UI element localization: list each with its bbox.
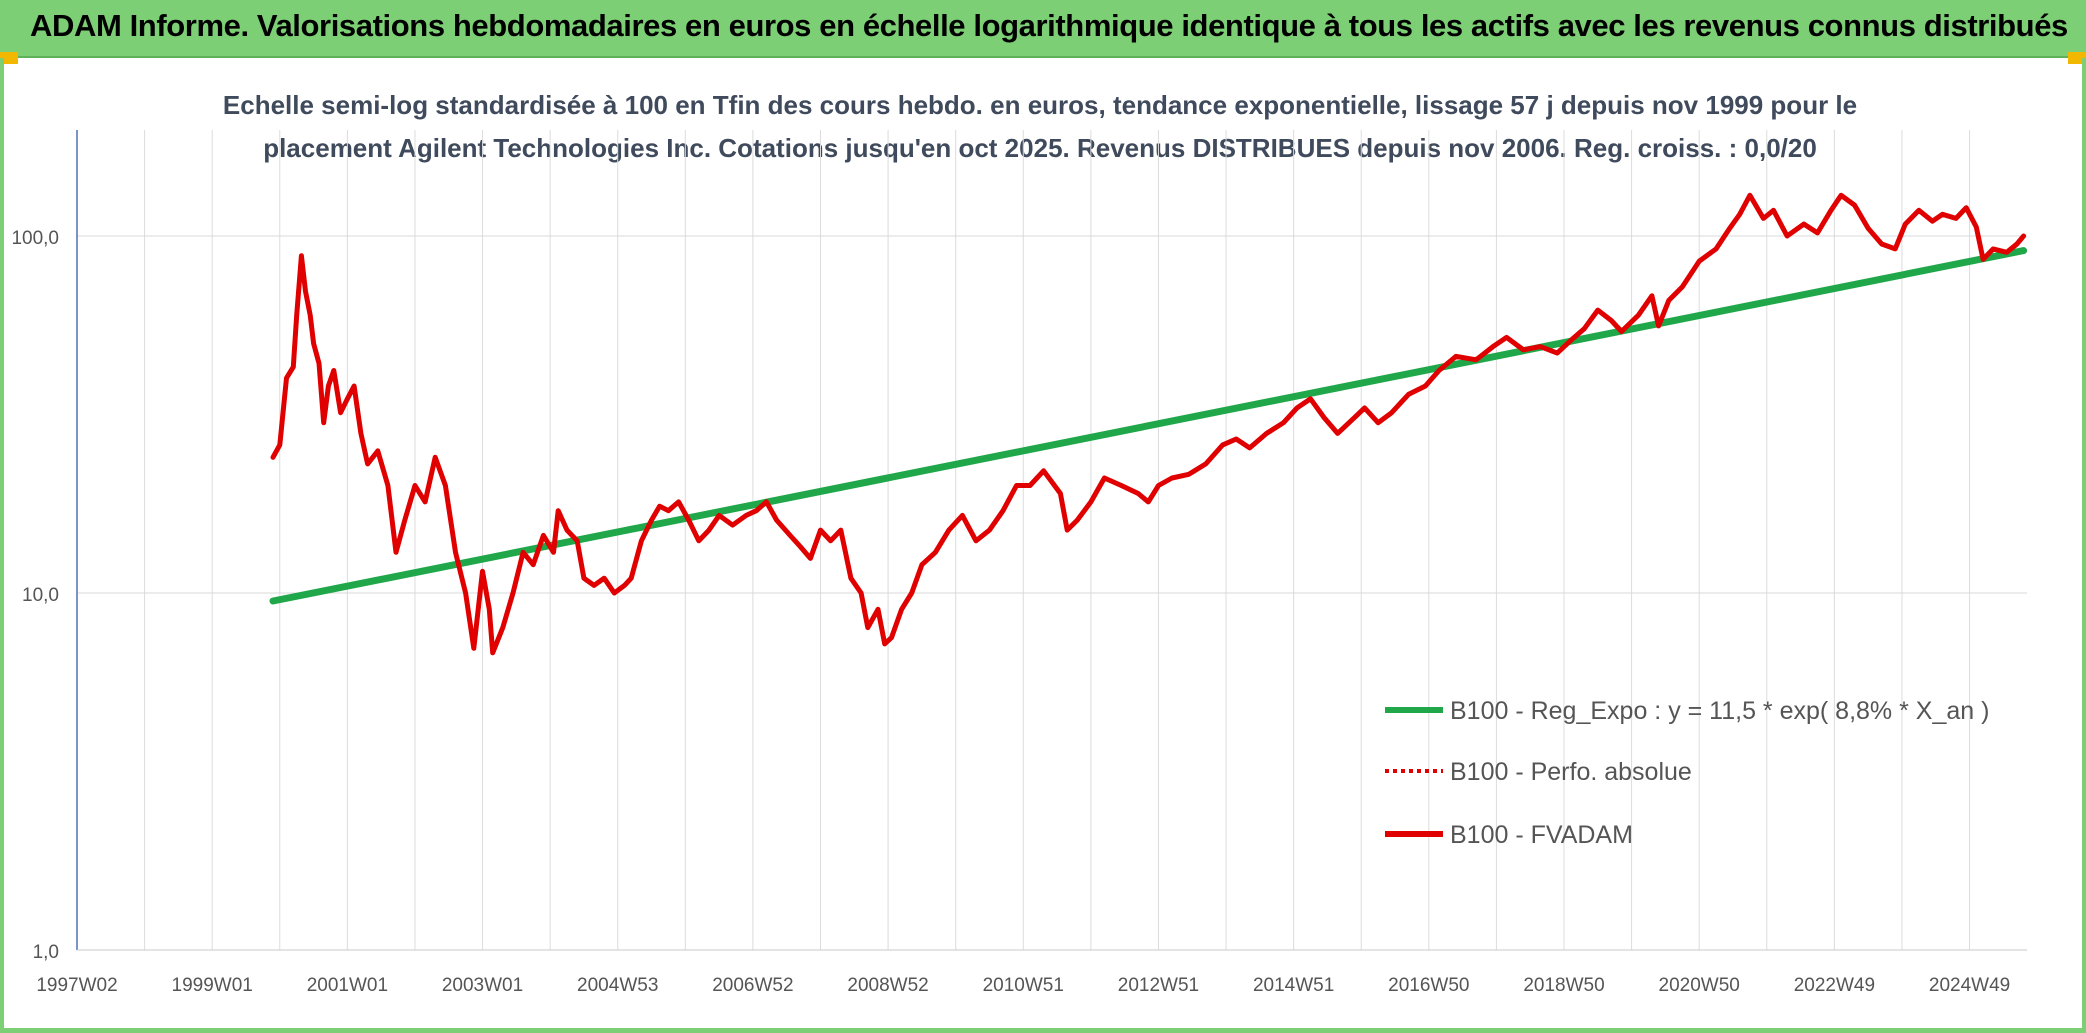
x-tick-label: 2022W49 (1794, 975, 1875, 996)
chart-title-line-2: placement Agilent Technologies Inc. Cota… (263, 133, 1817, 163)
x-tick-label: 2008W52 (847, 975, 928, 996)
series-line-0 (269, 247, 2028, 605)
frame-left-edge (0, 58, 4, 1033)
x-tick-label: 2012W51 (1118, 975, 1199, 996)
x-tick-label: 2020W50 (1659, 975, 1740, 996)
x-tick-label: 2004W53 (577, 975, 658, 996)
x-tick-label: 2001W01 (307, 975, 388, 996)
x-tick-label: 2024W49 (1929, 975, 2010, 996)
x-tick-label: 2006W52 (712, 975, 793, 996)
y-tick-label: 100,0 (11, 228, 59, 249)
frame-bottom-edge (0, 1028, 2086, 1033)
y-tick-label: 10,0 (22, 585, 59, 606)
corner-marker-left (0, 52, 18, 64)
x-tick-label: 2010W51 (983, 975, 1064, 996)
corner-marker-right (2068, 52, 2086, 64)
x-tick-label: 2014W51 (1253, 975, 1334, 996)
x-tick-label: 2016W50 (1388, 975, 1469, 996)
legend-label-2: B100 - FVADAM (1450, 821, 1633, 849)
chart-title-line-1: Echelle semi-log standardisée à 100 en T… (222, 90, 1858, 120)
frame-right-edge (2082, 58, 2086, 1033)
x-tick-label: 2018W50 (1523, 975, 1604, 996)
report-header: ADAM Informe. Valorisations hebdomadaire… (0, 0, 2086, 58)
report-title: ADAM Informe. Valorisations hebdomadaire… (30, 8, 2068, 43)
legend-label-0: B100 - Reg_Expo : y = 11,5 * exp( 8,8% *… (1450, 697, 1989, 725)
legend-label-1: B100 - Perfo. absolue (1450, 758, 1692, 786)
y-tick-label: 1,0 (33, 942, 59, 963)
series-line-2 (270, 192, 2027, 656)
x-tick-label: 1997W02 (36, 975, 117, 996)
x-tick-label: 2003W01 (442, 975, 523, 996)
x-tick-label: 1999W01 (172, 975, 253, 996)
